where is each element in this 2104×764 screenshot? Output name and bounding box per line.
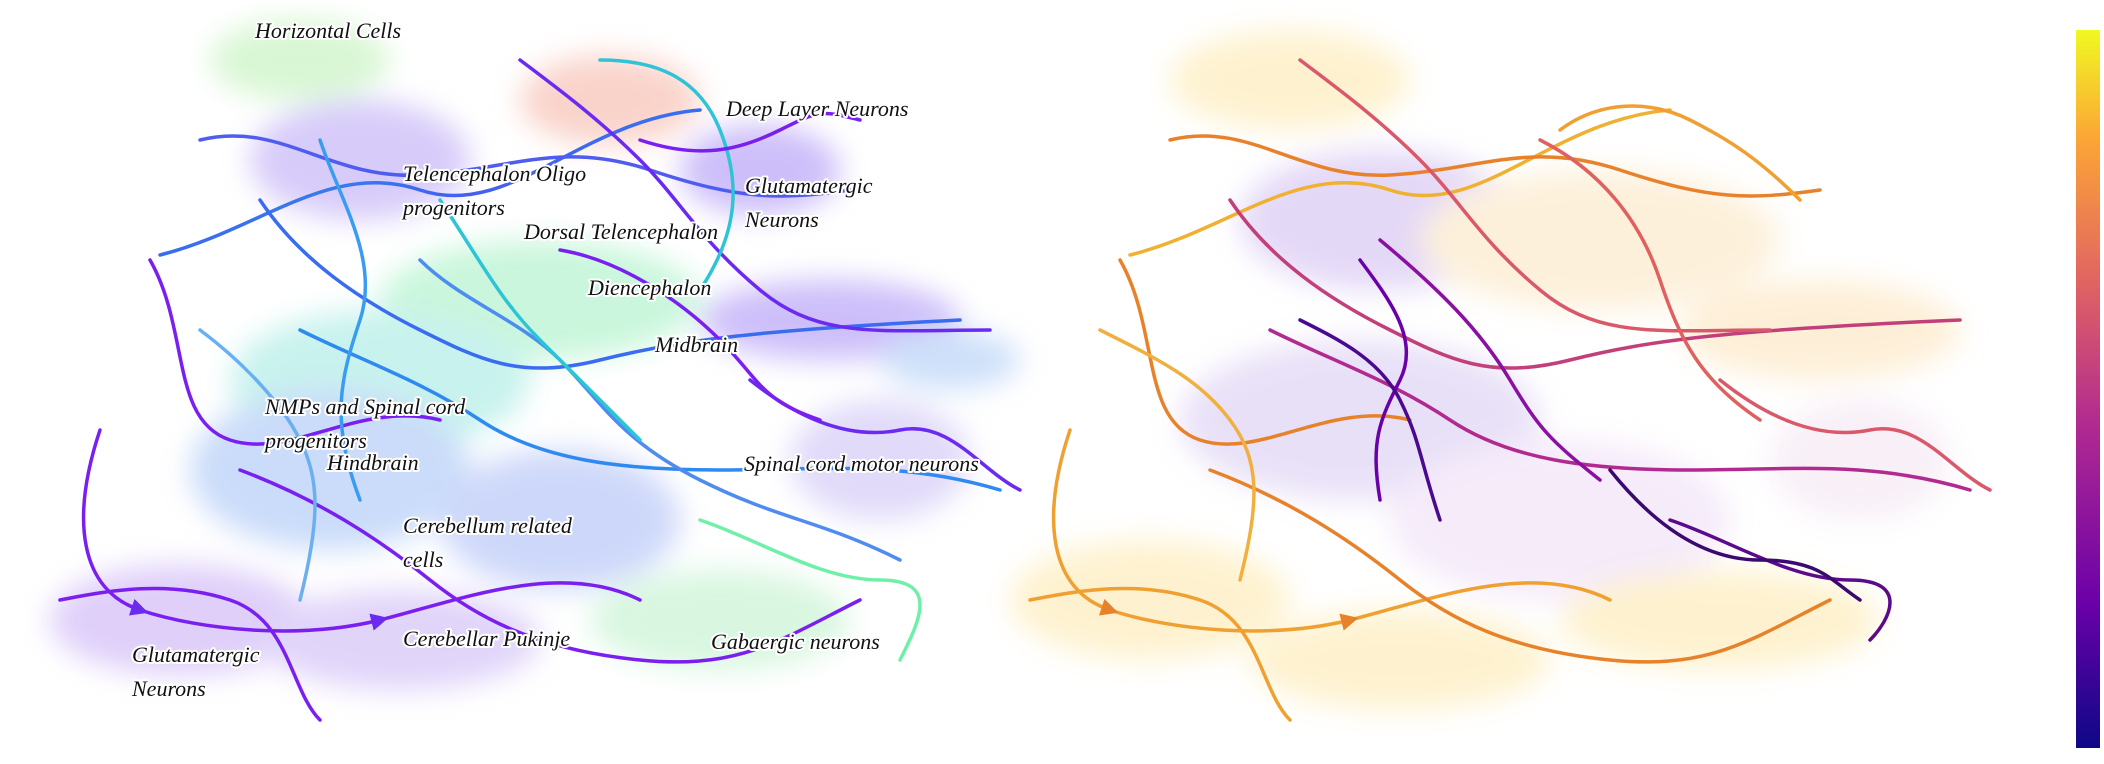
colorbar [2076, 30, 2100, 748]
cluster-label-line: NMPs and Spinal cord [264, 394, 466, 419]
cluster-label-diencephalon: Diencephalon [587, 275, 711, 300]
cluster-label-line: progenitors [401, 195, 505, 220]
cluster-label-line: Glutamatergic [132, 642, 260, 667]
cluster-label-line: Horizontal Cells [254, 18, 401, 43]
cluster-label-line: Diencephalon [587, 275, 711, 300]
cluster-label-line: Midbrain [654, 332, 738, 357]
cluster-label-line: Hindbrain [326, 450, 419, 475]
cluster-label-line: progenitors [263, 428, 367, 453]
cluster-label-telencephalon-oligo-progenitors: Telencephalon Oligo progenitors [401, 161, 586, 220]
right-cell-cloud [1010, 30, 1960, 710]
cluster-label-gabaergic-neurons: Gabaergic neurons [711, 629, 880, 654]
cluster-stream-panel [50, 20, 1022, 722]
cluster-label-deep-layer-neurons: Deep Layer Neurons [725, 96, 909, 121]
cluster-label-line: Glutamatergic [745, 173, 873, 198]
cluster-label-line: Deep Layer Neurons [725, 96, 909, 121]
colorbar-gradient [2076, 30, 2100, 748]
left-cell-cloud [50, 20, 1020, 690]
cluster-label-line: Neurons [131, 676, 206, 701]
cluster-label-line: Gabaergic neurons [711, 629, 880, 654]
cluster-label-line: Spinal cord motor neurons [744, 451, 979, 476]
cluster-label-spinal-cord-motor-neurons: Spinal cord motor neurons [744, 451, 979, 476]
cluster-label-line: Neurons [744, 207, 819, 232]
left-stream-lines [58, 58, 1022, 722]
cluster-label-glutamatergic-neurons-bottom: Glutamatergic Neurons [131, 642, 260, 701]
cluster-label-glutamatergic-neurons-top: Glutamatergic Neurons [744, 173, 873, 232]
cluster-label-horizontal-cells: Horizontal Cells [254, 18, 401, 43]
cluster-label-hindbrain: Hindbrain [326, 450, 419, 475]
cluster-label-line: Cerebellar Pukinje [403, 626, 570, 651]
cluster-label-midbrain: Midbrain [654, 332, 738, 357]
cluster-label-cerebellum-related-cells: Cerebellum related cells [403, 513, 573, 572]
cluster-label-line: Cerebellum related [403, 513, 573, 538]
right-stream-lines [1028, 58, 1992, 722]
cluster-labels: Horizontal Cells Deep Layer Neurons Telenc… [129, 16, 981, 703]
cluster-label-nmps-spinal-cord-progenitors: NMPs and Spinal cord progenitors [263, 394, 466, 453]
cluster-label-dorsal-telencephalon: Dorsal Telencephalon [523, 219, 718, 244]
cluster-label-line: Telencephalon Oligo [403, 161, 586, 186]
cluster-label-cerebellar-pukinje: Cerebellar Pukinje [403, 626, 570, 651]
cluster-label-line: cells [403, 547, 443, 572]
time-stream-panel [1010, 30, 1992, 722]
cluster-label-line: Dorsal Telencephalon [523, 219, 718, 244]
